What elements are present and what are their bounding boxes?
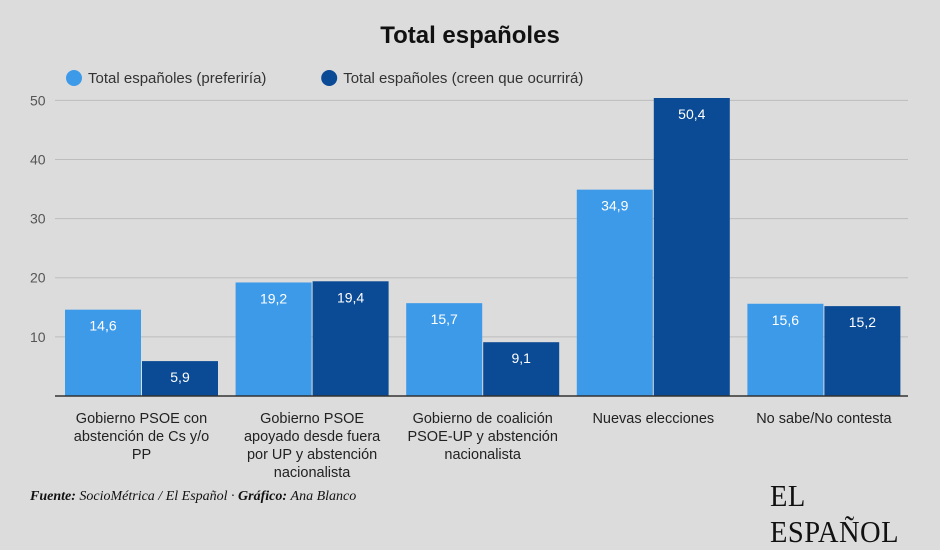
bar	[235, 282, 312, 396]
data-label: 15,6	[772, 312, 799, 328]
x-category-label: Nuevas elecciones	[592, 411, 714, 427]
source-note: Fuente: SocioMétrica / El Español · Gráf…	[30, 489, 356, 505]
category-labels: Gobierno PSOE con abstención de Cs y/o PP G…	[74, 411, 893, 480]
data-label: 9,1	[511, 350, 531, 366]
bar	[576, 189, 653, 396]
bar	[65, 309, 141, 396]
y-axis-ticks: 10 20 30 40 50	[30, 92, 46, 345]
data-label: 15,2	[849, 314, 876, 330]
bars	[65, 98, 901, 396]
y-tick-label: 40	[30, 151, 46, 167]
x-category-label: No sabe/No contesta	[756, 411, 892, 427]
data-label: 19,4	[337, 289, 364, 305]
source-label: Fuente:	[30, 489, 76, 504]
bar-chart: Total españoles Total españoles (preferi…	[30, 22, 908, 480]
data-label: 19,2	[260, 290, 287, 306]
chart-title: Total españoles	[380, 22, 560, 49]
data-label: 50,4	[678, 106, 705, 122]
y-tick-label: 30	[30, 211, 46, 227]
data-label: 15,7	[431, 311, 458, 327]
x-category-label: Gobierno PSOE apoyado desde fuera por UP y…	[244, 411, 381, 480]
source-text: SocioMétrica / El Español ·	[79, 489, 239, 504]
legend-swatch	[321, 70, 338, 86]
credit-text: Ana Blanco	[290, 489, 357, 504]
y-tick-label: 50	[30, 92, 46, 108]
bar	[406, 303, 483, 396]
legend-entry: Total españoles (creen que ocurrirá)	[343, 70, 583, 87]
legend: Total españoles (preferiría) Total españo…	[66, 70, 583, 87]
bar	[747, 303, 824, 396]
gridlines	[55, 99, 908, 338]
bar	[653, 98, 730, 396]
bar	[312, 281, 389, 396]
data-label: 5,9	[170, 369, 190, 385]
x-category-label: Gobierno de coalición PSOE-UP y abstenció…	[407, 411, 557, 463]
bar	[483, 342, 560, 396]
data-label: 34,9	[601, 198, 628, 214]
legend-entry: Total españoles (preferiría)	[88, 70, 266, 87]
data-label: 14,6	[89, 318, 116, 334]
el-espanol-logo: EL ESPAÑOL	[770, 478, 899, 549]
credit-label: Gráfico:	[238, 489, 288, 504]
bar	[824, 306, 901, 396]
bar	[142, 361, 218, 396]
legend-swatch	[66, 70, 82, 86]
y-tick-label: 10	[30, 329, 46, 345]
data-labels: 14,6 5,9 19,2 19,4 15,7 9,1 34,9 50,4 15,6 15,2	[89, 106, 876, 385]
x-category-label: Gobierno PSOE con abstención de Cs y/o PP	[74, 411, 209, 463]
y-tick-label: 20	[30, 270, 46, 286]
